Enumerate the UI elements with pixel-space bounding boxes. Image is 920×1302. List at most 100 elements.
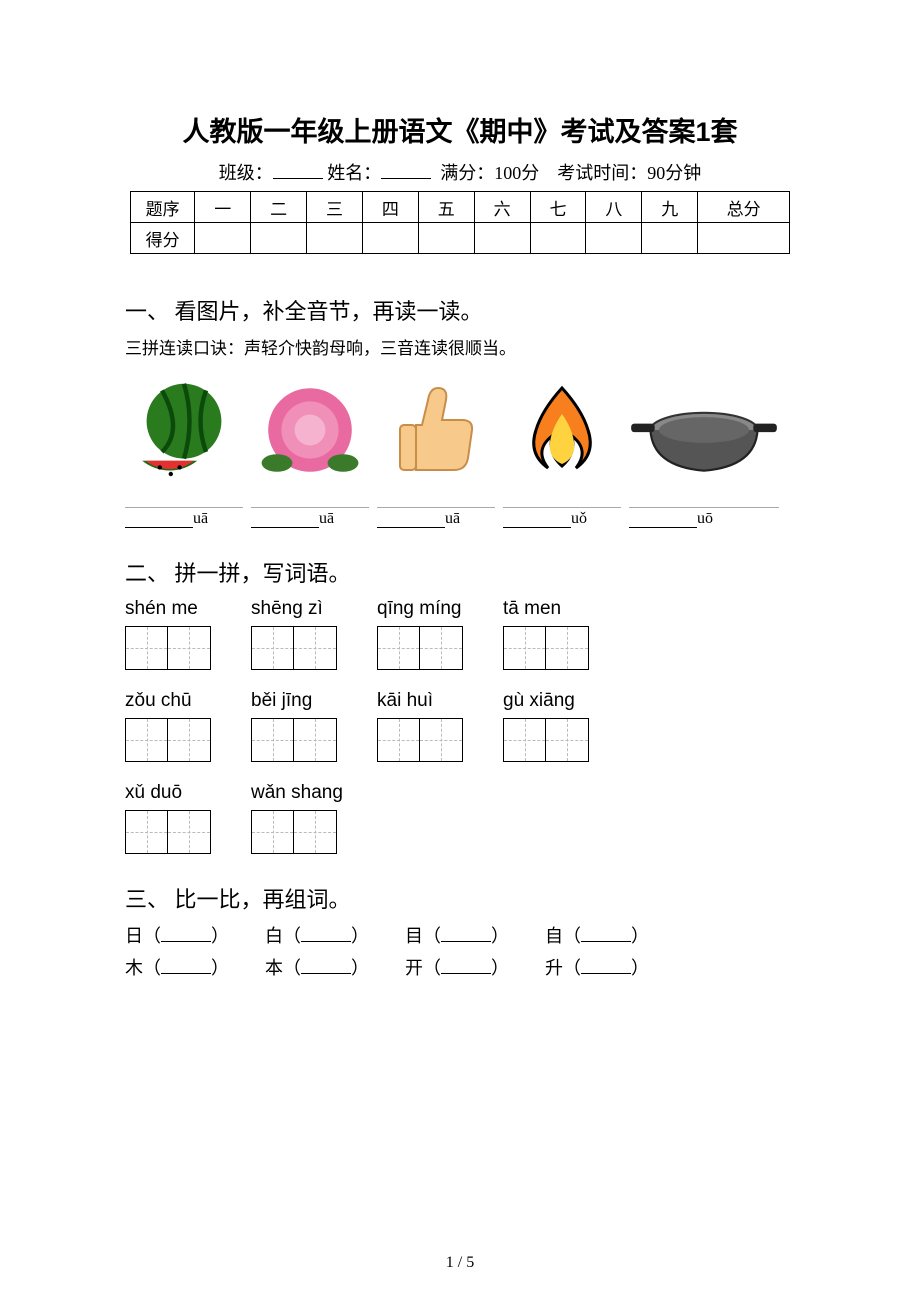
pinyin-fill-row: uā uā uā uǒ uō bbox=[125, 497, 795, 528]
section-2-title: 二、 拼一拼，写词语。 bbox=[125, 556, 795, 588]
char-boxes bbox=[125, 718, 211, 762]
compare-row-1: 日（） 白（） 目（） 自（） bbox=[125, 922, 795, 948]
score-header-label: 题序 bbox=[131, 192, 195, 223]
word-group: gù xiāng bbox=[503, 690, 589, 762]
score-cell bbox=[586, 223, 642, 254]
score-value-row: 得分 bbox=[131, 223, 790, 254]
word-group: shén me bbox=[125, 598, 211, 670]
compare-item: 开（） bbox=[405, 954, 509, 980]
pinyin-label: gù xiāng bbox=[503, 690, 589, 712]
full-score: 满分：100分 bbox=[440, 163, 539, 183]
class-label: 班级： bbox=[219, 163, 273, 183]
pinyin-suffix: uā bbox=[319, 510, 334, 527]
pinyin-suffix: uō bbox=[697, 510, 713, 527]
compare-item: 升（） bbox=[545, 954, 649, 980]
char-boxes bbox=[251, 718, 337, 762]
name-blank bbox=[381, 160, 431, 179]
word-group: wǎn shang bbox=[251, 782, 343, 854]
pinyin-label: zǒu chū bbox=[125, 690, 211, 712]
compare-char: 开 bbox=[405, 958, 423, 978]
compare-item: 白（） bbox=[265, 922, 369, 948]
pinyin-label: shēng zì bbox=[251, 598, 337, 620]
page-number: 1 / 5 bbox=[0, 1254, 920, 1272]
pinyin-blank-4: uǒ bbox=[503, 497, 621, 528]
pinyin-label: wǎn shang bbox=[251, 782, 343, 804]
document-title: 人教版一年级上册语文《期中》考试及答案1套 bbox=[125, 110, 795, 149]
compare-char: 目 bbox=[405, 926, 423, 946]
score-value-label: 得分 bbox=[131, 223, 195, 254]
score-cell bbox=[307, 223, 363, 254]
score-col-8: 八 bbox=[586, 192, 642, 223]
word-group: xǔ duō bbox=[125, 782, 211, 854]
char-boxes bbox=[251, 626, 337, 670]
word-group: zǒu chū bbox=[125, 690, 211, 762]
char-boxes bbox=[125, 810, 211, 854]
score-header-row: 题序 一 二 三 四 五 六 七 八 九 总分 bbox=[131, 192, 790, 223]
word-group: shēng zì bbox=[251, 598, 337, 670]
word-row-3: xǔ duō wǎn shang bbox=[125, 782, 795, 854]
score-cell bbox=[195, 223, 251, 254]
compare-item: 自（） bbox=[545, 922, 649, 948]
pinyin-blank-1: uā bbox=[125, 497, 243, 528]
compare-item: 日（） bbox=[125, 922, 229, 948]
char-boxes bbox=[503, 718, 589, 762]
char-boxes bbox=[503, 626, 589, 670]
score-table: 题序 一 二 三 四 五 六 七 八 九 总分 得分 bbox=[130, 191, 790, 254]
score-col-2: 二 bbox=[251, 192, 307, 223]
score-cell bbox=[418, 223, 474, 254]
pinyin-suffix: uǒ bbox=[571, 510, 587, 527]
rose-icon bbox=[251, 371, 369, 489]
compare-char: 木 bbox=[125, 958, 143, 978]
exam-time: 考试时间：90分钟 bbox=[557, 163, 701, 183]
section-3-title: 三、 比一比，再组词。 bbox=[125, 882, 795, 914]
pinyin-suffix: uā bbox=[445, 510, 460, 527]
score-cell bbox=[642, 223, 698, 254]
score-cell bbox=[251, 223, 307, 254]
score-col-5: 五 bbox=[418, 192, 474, 223]
exam-info-line: 班级： 姓名： 满分：100分 考试时间：90分钟 bbox=[125, 159, 795, 185]
char-boxes bbox=[251, 810, 337, 854]
char-boxes bbox=[377, 626, 463, 670]
score-cell bbox=[362, 223, 418, 254]
score-col-4: 四 bbox=[362, 192, 418, 223]
char-boxes bbox=[125, 626, 211, 670]
name-label: 姓名： bbox=[327, 163, 381, 183]
compare-item: 木（） bbox=[125, 954, 229, 980]
score-cell bbox=[530, 223, 586, 254]
word-row-1: shén me shēng zì qīng míng tā men bbox=[125, 598, 795, 670]
pinyin-label: xǔ duō bbox=[125, 782, 211, 804]
score-total-cell bbox=[698, 223, 790, 254]
pinyin-label: tā men bbox=[503, 598, 589, 620]
pinyin-suffix: uā bbox=[193, 510, 208, 527]
compare-item: 目（） bbox=[405, 922, 509, 948]
word-group: kāi huì bbox=[377, 690, 463, 762]
word-group: qīng míng bbox=[377, 598, 463, 670]
section-1-title: 一、 看图片，补全音节，再读一读。 bbox=[125, 294, 795, 326]
score-col-1: 一 bbox=[195, 192, 251, 223]
pinyin-label: kāi huì bbox=[377, 690, 463, 712]
score-cell bbox=[474, 223, 530, 254]
compare-char: 白 bbox=[265, 926, 283, 946]
compare-char: 日 bbox=[125, 926, 143, 946]
section-1-subtitle: 三拼连读口诀：声轻介快韵母响，三音连读很顺当。 bbox=[125, 334, 795, 359]
score-total-label: 总分 bbox=[698, 192, 790, 223]
pinyin-label: shén me bbox=[125, 598, 211, 620]
watermelon-icon bbox=[125, 371, 243, 489]
compare-item: 本（） bbox=[265, 954, 369, 980]
score-col-6: 六 bbox=[474, 192, 530, 223]
pinyin-label: qīng míng bbox=[377, 598, 463, 620]
compare-char: 升 bbox=[545, 958, 563, 978]
word-group: tā men bbox=[503, 598, 589, 670]
pinyin-label: běi jīng bbox=[251, 690, 337, 712]
thumb-icon bbox=[377, 371, 495, 489]
score-col-9: 九 bbox=[642, 192, 698, 223]
pinyin-blank-2: uā bbox=[251, 497, 369, 528]
page: 人教版一年级上册语文《期中》考试及答案1套 班级： 姓名： 满分：100分 考试… bbox=[0, 0, 920, 1302]
class-blank bbox=[273, 160, 323, 179]
word-group: běi jīng bbox=[251, 690, 337, 762]
word-row-2: zǒu chū běi jīng kāi huì gù xiāng bbox=[125, 690, 795, 762]
compare-char: 本 bbox=[265, 958, 283, 978]
score-col-3: 三 bbox=[307, 192, 363, 223]
pinyin-blank-5: uō bbox=[629, 497, 779, 528]
fire-icon bbox=[503, 371, 621, 489]
